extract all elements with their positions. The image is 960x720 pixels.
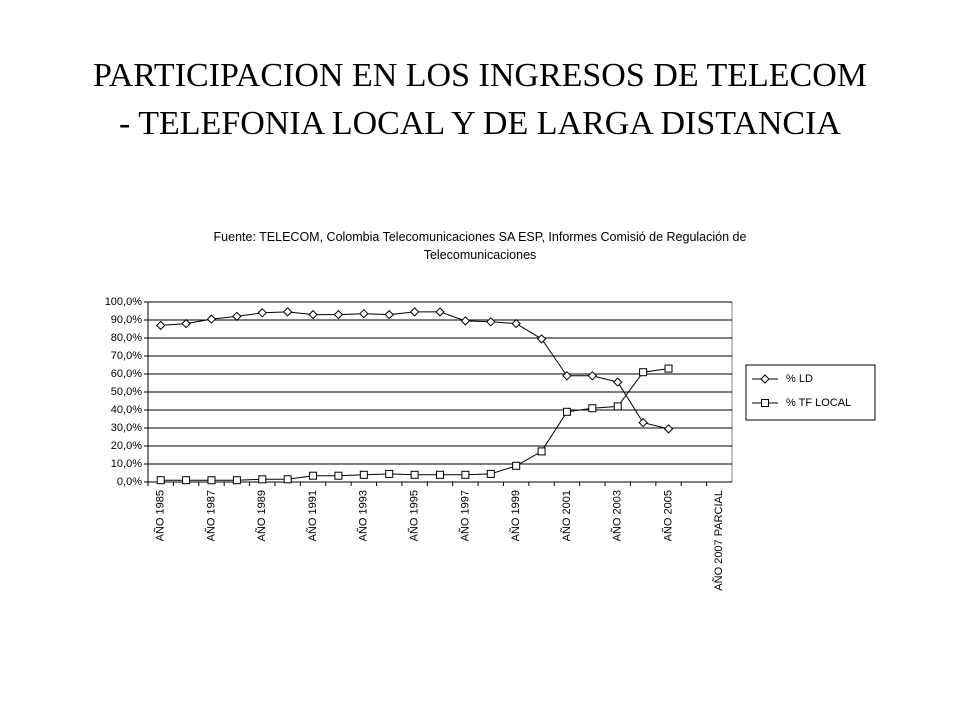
y-tick-label: 90,0% <box>111 314 142 326</box>
data-point <box>562 407 571 416</box>
y-tick-label: 80,0% <box>111 332 142 344</box>
x-tick-label: AÑO 2007 PARCIAL <box>712 490 725 591</box>
data-point <box>181 318 191 329</box>
data-point <box>359 470 368 479</box>
data-point <box>206 314 217 324</box>
x-tick-label: AÑO 1999 <box>509 490 522 541</box>
data-point <box>232 476 241 485</box>
data-point <box>562 371 572 381</box>
data-point <box>587 371 598 381</box>
data-point <box>511 318 521 329</box>
data-point <box>409 307 420 317</box>
x-tick-label: AÑO 1997 <box>458 490 471 541</box>
data-point <box>461 470 470 479</box>
legend-label: % TF LOCAL <box>786 397 851 409</box>
legend-box <box>745 364 876 421</box>
y-tick-label: 40,0% <box>111 404 142 416</box>
data-point <box>385 469 394 478</box>
data-point <box>512 461 521 470</box>
series-line <box>160 368 669 481</box>
x-tick-label: AÑO 1987 <box>204 490 217 541</box>
data-point <box>664 364 673 373</box>
data-point <box>460 316 471 326</box>
data-point <box>639 368 648 377</box>
data-point <box>436 470 444 479</box>
y-tick-label: 100,0% <box>105 296 143 308</box>
data-point <box>588 404 597 413</box>
data-point <box>155 320 166 331</box>
y-tick-label: 10,0% <box>111 458 142 470</box>
y-tick-label: 0,0% <box>117 476 142 488</box>
y-tick-label: 30,0% <box>111 422 142 434</box>
data-point <box>282 307 293 317</box>
data-point <box>309 471 318 480</box>
data-point <box>207 476 216 485</box>
y-tick-label: 60,0% <box>111 368 142 380</box>
x-tick-label: AÑO 2003 <box>611 490 624 541</box>
x-tick-label: AÑO 1995 <box>408 490 421 541</box>
data-point <box>486 469 495 478</box>
data-point <box>410 470 419 479</box>
data-point <box>156 476 165 485</box>
data-point <box>638 417 648 428</box>
y-tick-label: 50,0% <box>111 386 142 398</box>
data-point <box>384 309 394 320</box>
x-tick-label: AÑO 2001 <box>560 490 573 541</box>
legend-marker <box>760 374 770 384</box>
data-point <box>258 475 267 484</box>
data-point <box>333 309 344 320</box>
x-tick-label: AÑO 1985 <box>154 490 167 541</box>
data-point <box>232 311 242 322</box>
data-point <box>257 308 267 318</box>
data-point <box>536 334 547 344</box>
data-point <box>182 476 191 485</box>
chart-title: PARTICIPACION EN LOS INGRESOS DE TELECOM… <box>92 57 868 142</box>
data-point <box>613 377 623 387</box>
data-point <box>537 447 546 456</box>
data-point <box>663 424 674 434</box>
x-tick-label: AÑO 1989 <box>255 490 268 541</box>
data-point <box>359 308 369 319</box>
y-tick-label: 20,0% <box>111 440 142 452</box>
data-point <box>283 475 292 484</box>
legend-label: % LD <box>786 373 813 385</box>
chart-subtitle: Fuente: TELECOM, Colombia Telecomunicaci… <box>213 230 747 262</box>
data-point <box>486 317 496 327</box>
data-point <box>613 402 622 411</box>
data-point <box>435 307 445 317</box>
x-tick-label: AÑO 1991 <box>306 490 319 541</box>
data-point <box>334 471 343 480</box>
x-tick-label: AÑO 2005 <box>661 490 674 541</box>
legend-marker <box>761 399 769 407</box>
y-tick-label: 70,0% <box>111 350 142 362</box>
x-tick-label: AÑO 1993 <box>357 490 370 541</box>
data-point <box>308 309 318 320</box>
